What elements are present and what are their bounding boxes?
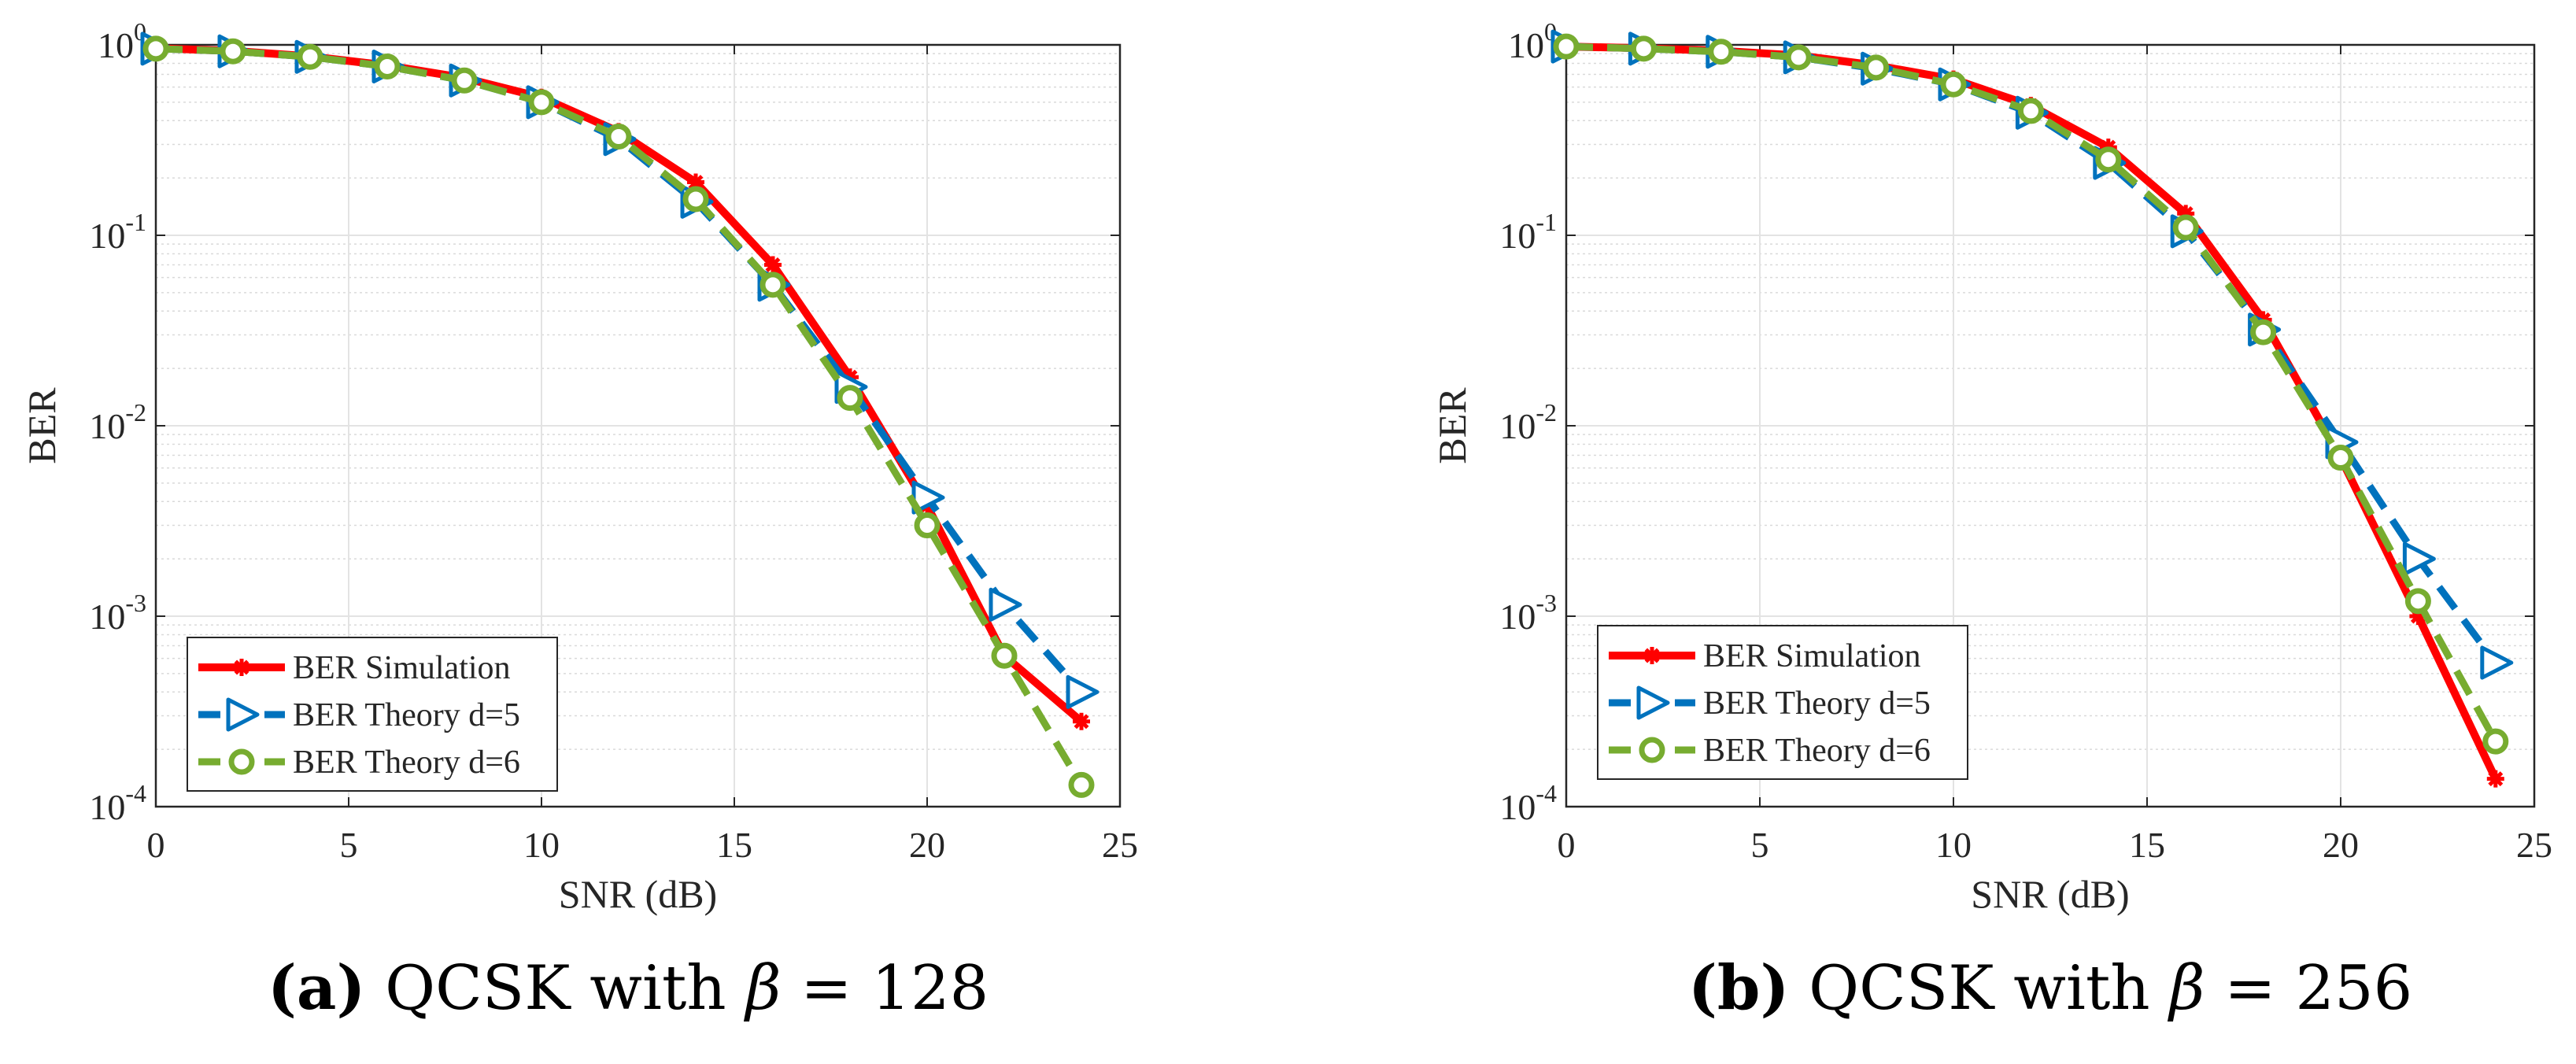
caption-a-text: QCSK with	[385, 953, 726, 1024]
data-point	[142, 35, 169, 62]
x-tick-label: 5	[1751, 825, 1769, 865]
data-point	[2177, 205, 2195, 223]
data-point	[2250, 319, 2277, 345]
x-axis-label: SNR (dB)	[559, 872, 717, 916]
data-point	[682, 186, 709, 212]
data-point	[2486, 770, 2504, 788]
legend-label: BER Theory d=6	[293, 744, 520, 781]
data-point	[1630, 35, 1657, 62]
data-point	[914, 512, 941, 539]
data-point	[374, 53, 401, 79]
data-point	[764, 256, 782, 274]
legend-label: BER Simulation	[1703, 638, 1921, 674]
caption-a-symbol: β	[745, 953, 782, 1024]
x-tick-label: 10	[1935, 825, 1972, 865]
legend-marker	[1639, 737, 1665, 763]
caption-b-label: (b)	[1688, 952, 1790, 1024]
x-tick-label: 15	[2129, 825, 2165, 865]
y-axis-label: BER	[1430, 387, 1474, 464]
legend-a: BER Simulation BER Theory d=5 BER Theory d…	[187, 637, 558, 792]
data-point	[528, 89, 555, 116]
caption-b: (b) QCSK with β = 256	[1688, 952, 2412, 1024]
data-point	[759, 272, 786, 298]
y-tick-label: 10-3	[1499, 589, 1557, 637]
data-point	[991, 642, 1018, 669]
legend-b: BER Simulation BER Theory d=5 BER Theory d…	[1597, 625, 1968, 780]
legend-label: BER Theory d=6	[1703, 733, 1931, 769]
caption-b-value: = 256	[2224, 953, 2413, 1024]
chart-panel-b: 0 5 10 15 20 25 100 10-1 10-2 10-3 10-4 SNR (dB) BER…	[1430, 17, 2552, 916]
series-3-a	[142, 35, 1095, 798]
caption-a-value: = 128	[800, 953, 989, 1024]
y-tick-label: 10-3	[89, 589, 146, 637]
chart-panel-a: 0 5 10 15 20 25 100 10-1 10-2 10-3 10-4 SNR (dB) BER…	[20, 17, 1138, 916]
caption-a-label: (a)	[268, 952, 366, 1024]
x-tick-label: 0	[1558, 825, 1576, 865]
y-tick-label: 10-2	[1499, 398, 1557, 446]
data-point	[2480, 645, 2514, 680]
legend-marker	[1643, 647, 1661, 664]
y-axis-label: BER	[20, 387, 64, 464]
data-point	[687, 173, 704, 191]
legend-label: BER Theory d=5	[1703, 685, 1931, 722]
data-point	[451, 67, 478, 94]
data-point	[1863, 54, 1890, 81]
data-point	[1066, 674, 1100, 709]
x-tick-label: 5	[340, 825, 358, 865]
data-point	[2402, 541, 2436, 576]
y-tick-label: 10-1	[1499, 208, 1557, 256]
x-tick-label: 15	[716, 825, 752, 865]
y-tick-label: 100	[98, 17, 146, 65]
data-point	[2017, 98, 2044, 124]
x-tick-label: 20	[909, 825, 945, 865]
data-point	[1708, 39, 1735, 65]
caption-b-text: QCSK with	[1809, 953, 2150, 1024]
data-point	[1553, 33, 1580, 60]
data-point	[1940, 71, 1967, 98]
data-point	[2404, 588, 2431, 615]
data-point	[2327, 445, 2354, 471]
x-tick-label: 10	[523, 825, 560, 865]
y-tick-label: 10-2	[89, 398, 146, 446]
x-tick-label: 20	[2323, 825, 2359, 865]
data-point	[297, 43, 323, 70]
legend-marker	[228, 748, 255, 775]
y-tick-label: 10-4	[89, 779, 146, 827]
caption-a: (a) QCSK with β = 128	[268, 952, 989, 1024]
data-point	[1785, 44, 1812, 71]
data-point	[220, 38, 246, 65]
x-tick-label: 0	[147, 825, 165, 865]
data-point	[1073, 712, 1090, 730]
series-3-b	[1553, 33, 2509, 755]
y-tick-label: 100	[1508, 17, 1557, 65]
x-tick-label: 25	[1102, 825, 1138, 865]
data-point	[2095, 146, 2122, 173]
data-point	[2482, 728, 2509, 755]
caption-b-symbol: β	[2169, 953, 2205, 1024]
data-point	[2409, 608, 2427, 625]
data-point	[989, 587, 1022, 622]
data-point	[1068, 771, 1095, 798]
legend-marker	[1636, 685, 1670, 720]
y-tick-label: 10-4	[1499, 779, 1557, 827]
y-tick-label: 10-1	[89, 208, 146, 256]
legend-marker	[226, 697, 260, 732]
data-point	[2172, 214, 2199, 241]
legend-label: BER Simulation	[293, 650, 511, 686]
legend-marker	[233, 659, 250, 676]
data-point	[837, 385, 863, 412]
data-point	[605, 124, 632, 150]
legend-label: BER Theory d=5	[293, 697, 520, 733]
x-axis-label: SNR (dB)	[1971, 872, 2129, 916]
x-tick-label: 25	[2516, 825, 2552, 865]
